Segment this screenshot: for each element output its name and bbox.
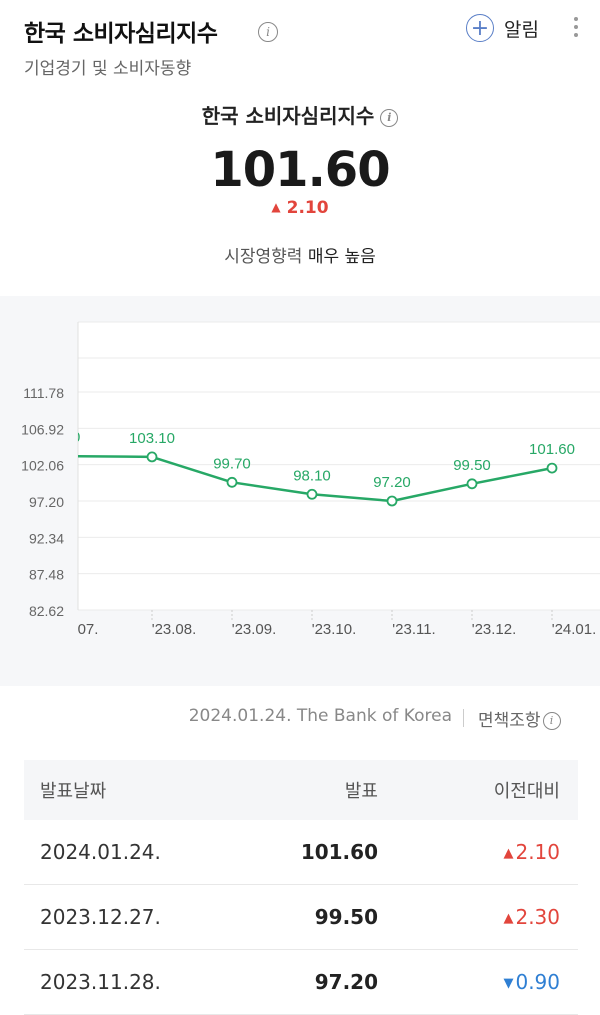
- up-arrow-icon: ▲: [503, 846, 514, 861]
- data-point: [386, 495, 398, 507]
- data-point: [306, 488, 318, 500]
- header-date: 발표날짜: [40, 781, 107, 802]
- y-tick-label: 111.78: [23, 385, 64, 401]
- x-tick-label: '23.12.: [472, 621, 517, 638]
- release-table: 발표날짜 발표 이전대비 2024.01.24. 101.60 ▲ 2.10 20…: [24, 760, 578, 1015]
- row-change: ▲ 2.10: [503, 840, 560, 864]
- row-value: 101.60: [300, 840, 378, 864]
- up-arrow-icon: ▲: [503, 911, 514, 926]
- up-arrow-icon: ▲: [271, 200, 281, 214]
- source-line: 2024.01.24. The Bank of Korea 면책조항 i: [0, 706, 600, 732]
- plot-background: [78, 322, 600, 610]
- row-date: 2024.01.24.: [40, 840, 161, 864]
- page-title: 한국 소비자심리지수: [24, 21, 218, 47]
- data-label: 20: [64, 429, 81, 446]
- current-value: 101.60: [210, 142, 390, 198]
- market-impact: 시장영향력 매우 높음: [0, 242, 600, 267]
- y-tick-label: 92.34: [29, 530, 64, 546]
- indicator-summary: 한국 소비자심리지수 i 101.60 ▲ 2.10 시장영향력 매우 높음: [0, 90, 600, 290]
- line-chart[interactable]: 111.78 106.92 102.06 97.20 92.34 87.48 82.62 20…: [0, 296, 600, 686]
- table-header: 발표날짜 발표 이전대비: [24, 760, 578, 820]
- y-tick-label: 106.92: [21, 421, 64, 437]
- header-change: 이전대비: [493, 781, 560, 802]
- data-label: 99.70: [213, 455, 251, 472]
- top-bar: 한국 소비자심리지수 i 기업경기 및 소비자동향 + 알림: [0, 0, 600, 90]
- down-arrow-icon: ▼: [503, 976, 514, 991]
- market-impact-label: 시장영향력: [224, 247, 303, 267]
- info-icon[interactable]: i: [258, 22, 278, 42]
- x-tick-label: '23.08.: [152, 621, 197, 638]
- indicator-info-icon[interactable]: i: [380, 108, 399, 127]
- y-tick-label: 102.06: [21, 458, 64, 474]
- market-impact-value: 매우 높음: [307, 247, 376, 267]
- x-tick-label: 07.: [78, 621, 99, 638]
- x-tick-label: '23.10.: [312, 621, 357, 638]
- more-options-icon[interactable]: [570, 14, 582, 42]
- indicator-title: 한국 소비자심리지수 i: [0, 100, 600, 129]
- disclaimer-info-icon: i: [542, 712, 561, 730]
- value-change: ▲ 2.10: [0, 198, 600, 218]
- disclaimer-link[interactable]: 면책조항 i: [478, 706, 561, 731]
- table-row[interactable]: 2024.01.24. 101.60 ▲ 2.10: [24, 820, 578, 885]
- chart-area[interactable]: 111.78 106.92 102.06 97.20 92.34 87.48 82.62 20…: [0, 296, 600, 686]
- row-change-value: 2.30: [515, 905, 560, 929]
- row-value: 99.50: [314, 905, 378, 929]
- row-value: 97.20: [314, 970, 378, 994]
- table-row[interactable]: 2023.12.27. 99.50 ▲ 2.30: [24, 885, 578, 950]
- source-text: 2024.01.24. The Bank of Korea: [188, 706, 452, 726]
- divider: [463, 709, 464, 727]
- indicator-title-text: 한국 소비자심리지수: [201, 104, 375, 128]
- row-change: ▼ 0.90: [503, 970, 560, 994]
- alarm-button[interactable]: 알림: [504, 19, 539, 41]
- row-date: 2023.12.27.: [40, 905, 161, 929]
- y-tick-label: 97.20: [29, 494, 64, 510]
- header-value: 발표: [344, 781, 378, 802]
- x-tick-label: '24.01.: [552, 621, 597, 638]
- y-tick-label: 82.62: [29, 603, 64, 619]
- data-label: 98.10: [293, 467, 331, 484]
- x-tick-label: '23.09.: [232, 621, 277, 638]
- row-change-value: 0.90: [515, 970, 560, 994]
- table-row[interactable]: 2023.11.28. 97.20 ▼ 0.90: [24, 950, 578, 1015]
- row-date: 2023.11.28.: [40, 970, 161, 994]
- x-tick-label: '23.11.: [392, 621, 435, 638]
- data-label: 103.10: [129, 430, 175, 447]
- data-label: 101.60: [529, 441, 575, 458]
- y-tick-label: 87.48: [29, 567, 64, 583]
- data-point: [546, 462, 558, 474]
- disclaimer-text: 면책조항: [478, 711, 541, 731]
- value-change-text: 2.10: [286, 198, 329, 218]
- add-alarm-icon[interactable]: +: [466, 14, 494, 42]
- row-change-value: 2.10: [515, 840, 560, 864]
- data-label: 99.50: [453, 457, 491, 474]
- data-point: [226, 476, 238, 488]
- category-subtitle[interactable]: 기업경기 및 소비자동향: [24, 59, 192, 79]
- data-label: 97.20: [373, 474, 411, 491]
- data-point: [146, 451, 158, 463]
- data-point: [466, 478, 478, 490]
- row-change: ▲ 2.30: [503, 905, 560, 929]
